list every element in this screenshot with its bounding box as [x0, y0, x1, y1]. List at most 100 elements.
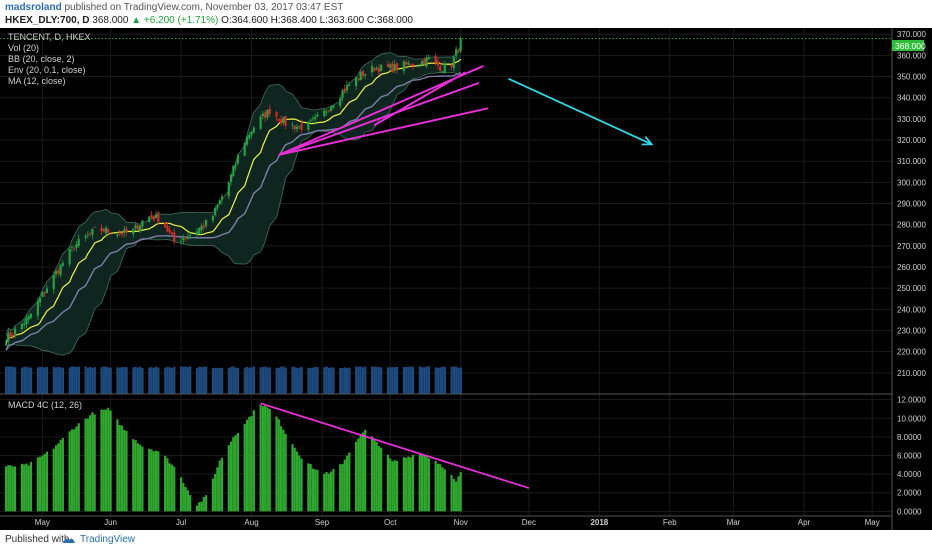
- macd-tick-label: 12.0000: [897, 396, 926, 405]
- candle-body: [13, 328, 17, 337]
- macd-bar: [234, 435, 237, 512]
- macd-bar: [364, 429, 367, 512]
- candle-body: [198, 228, 201, 234]
- volume-bar: [227, 367, 230, 394]
- volume-bar: [25, 366, 28, 394]
- volume-bar: [293, 367, 296, 394]
- tradingview-brand[interactable]: TradingView: [80, 534, 136, 545]
- candle-body: [268, 108, 271, 114]
- macd-bar: [198, 502, 201, 512]
- candle-body: [229, 174, 233, 183]
- legend-env: Env (20, 0.1, close): [8, 65, 86, 75]
- macd-bar: [27, 465, 30, 512]
- candle-body: [459, 38, 462, 52]
- time-tick-label: Mar: [727, 518, 741, 527]
- macd-bar: [325, 471, 328, 512]
- candle-body: [407, 62, 410, 65]
- candle-body: [266, 109, 269, 118]
- macd-bar: [359, 434, 362, 512]
- volume-bar: [389, 367, 392, 394]
- macd-bar: [455, 481, 458, 512]
- macd-bar: [291, 444, 294, 512]
- candle-body: [118, 233, 121, 234]
- macd-bar: [434, 460, 437, 512]
- volume-bar: [230, 367, 233, 394]
- candle-body: [393, 64, 396, 71]
- volume-bar: [402, 366, 406, 394]
- macd-bar: [89, 415, 92, 512]
- envelope-line: [5, 71, 462, 351]
- candle-body: [245, 136, 249, 145]
- volume-bar: [68, 367, 71, 394]
- candle-body: [386, 64, 390, 67]
- volume-bar: [396, 366, 399, 394]
- candle-body: [325, 111, 328, 113]
- volume-bar: [443, 366, 446, 394]
- macd-bar: [84, 418, 87, 512]
- macd-bar: [348, 452, 351, 512]
- macd-bar: [45, 451, 49, 512]
- price-tick-label: 260.000: [897, 263, 926, 272]
- macd-bar: [136, 443, 139, 512]
- chart-svg[interactable]: 370.000 360.000 350.000 340.000 330.000 320.0…: [0, 28, 932, 530]
- author-link[interactable]: madsroland: [5, 2, 62, 13]
- candle-body: [4, 343, 8, 346]
- candle-body: [420, 60, 424, 65]
- macd-bar: [23, 464, 26, 512]
- macd-bar: [345, 455, 349, 512]
- macd-tick-label: 2.0000: [897, 489, 922, 498]
- candle-body: [11, 334, 14, 336]
- macd-bar: [407, 456, 410, 512]
- macd-bar: [355, 441, 358, 512]
- volume-bar: [311, 367, 315, 394]
- macd-bar: [139, 444, 142, 512]
- forecast-arrow: [508, 77, 653, 146]
- chart-footer: Published with TradingView: [0, 530, 932, 550]
- macd-bar: [4, 466, 8, 512]
- macd-bar: [218, 460, 221, 512]
- tradingview-logo-icon: [63, 538, 75, 543]
- macd-bar: [116, 419, 119, 512]
- price-tick-label: 360.000: [897, 51, 926, 60]
- macd-bar: [309, 463, 312, 512]
- candle-body: [214, 207, 217, 215]
- candle-body: [123, 229, 126, 233]
- candle-body: [329, 106, 333, 111]
- candle-body: [402, 61, 405, 72]
- volume-bar: [195, 367, 199, 394]
- macd-bar: [236, 432, 239, 512]
- volume-bar: [30, 367, 33, 394]
- macd-bar: [164, 455, 167, 512]
- volume-bar: [70, 366, 74, 394]
- volume-bar: [284, 367, 287, 394]
- chart-area[interactable]: 370.000 360.000 350.000 340.000 330.000 320.0…: [0, 28, 932, 530]
- macd-bar: [243, 423, 246, 512]
- macd-bar: [29, 461, 33, 512]
- macd-bar: [423, 454, 426, 512]
- candle-body: [452, 56, 455, 69]
- published-with-label: Published with: [5, 534, 70, 545]
- candle-body: [116, 234, 119, 237]
- legend-ma: MA (12, close): [8, 76, 66, 86]
- macd-bar: [182, 482, 185, 512]
- volume-bar: [323, 367, 326, 394]
- macd-bar: [214, 473, 217, 512]
- candle-body: [300, 123, 303, 130]
- volume-bar: [84, 366, 87, 394]
- macd-bar: [11, 466, 14, 512]
- candle-body: [411, 64, 415, 66]
- macd-bar: [7, 465, 10, 512]
- published-text: published on TradingView.com, November 0…: [64, 2, 344, 13]
- volume-bar: [218, 367, 221, 394]
- macd-bar: [361, 432, 365, 512]
- macd-bar: [300, 458, 303, 512]
- volume-bar: [184, 366, 187, 394]
- macd-trendline: [260, 402, 530, 489]
- volume-bar: [77, 366, 80, 394]
- macd-bar: [418, 454, 421, 512]
- candle-body: [86, 234, 89, 236]
- macd-bar: [311, 468, 315, 512]
- candle-body: [252, 127, 255, 133]
- volume-bar: [425, 366, 428, 394]
- price-change: ▲ +6.200 (+1.71%): [131, 15, 219, 26]
